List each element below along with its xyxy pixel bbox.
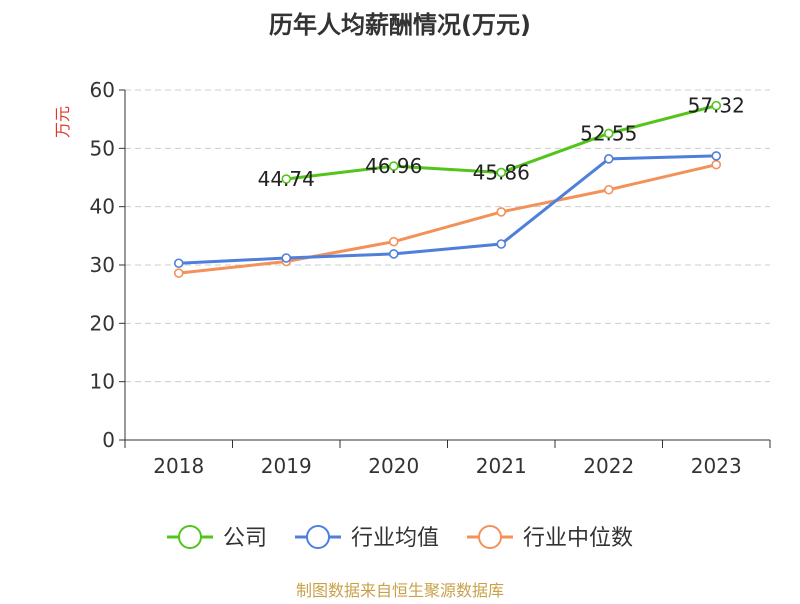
x-tick-label: 2019 [261,454,312,478]
data-point [496,167,507,178]
data-point [603,154,614,164]
data-point [496,207,507,217]
series-line-2 [177,163,718,275]
data-point [496,239,507,249]
series-line-1 [177,154,718,265]
x-tick-label: 2021 [476,454,527,478]
y-tick-label: 20 [90,311,115,335]
data-point [711,151,722,161]
x-tick-label: 2018 [153,454,204,478]
axis-layer: 0 10 20 30 40 50 60 2018 2019 2020 2021 2022 2023 [90,78,771,478]
data-label: 44.74 [258,167,315,191]
chart-title: 历年人均薪酬情况(万元) [269,11,531,39]
data-point [173,268,184,278]
data-point [388,161,399,171]
y-tick-label: 40 [90,195,115,219]
series-layer [173,100,722,278]
y-axis-label: 万元 [53,106,72,138]
y-tick-label: 60 [90,78,115,102]
data-label: 52.55 [580,121,637,145]
data-point [603,128,614,139]
data-point [711,100,722,111]
legend-item-2: 行业中位数 [467,525,633,551]
data-point [173,258,184,269]
x-tick-label: 2020 [368,454,419,478]
y-tick-label: 0 [102,428,115,452]
legend-marker [478,525,502,549]
legend-marker [306,525,330,549]
data-point [281,174,292,184]
data-point [388,249,399,259]
legend-label: 行业中位数 [523,526,633,551]
legend-label: 公司 [223,526,267,551]
y-tick-label: 50 [90,136,115,160]
legend-label: 行业均值 [351,526,439,551]
legend-marker [178,525,202,549]
x-tick-label: 2023 [691,454,742,478]
legend-item-1: 行业均值 [295,525,439,551]
data-point [281,253,292,263]
y-tick-label: 10 [90,370,115,394]
data-label: 45.86 [473,160,530,184]
data-point [603,184,614,195]
x-tick-label: 2022 [583,454,634,478]
grid-layer [125,89,770,383]
data-label: 46.96 [365,154,422,178]
legend: 公司 行业均值 行业中位数 [167,525,633,551]
legend-item-0: 公司 [167,525,267,551]
source-note: 制图数据来自恒生聚源数据库 [296,581,504,600]
data-point [388,236,399,247]
data-point [711,159,722,170]
y-tick-label: 30 [90,253,115,277]
data-label-layer: 44.74 46.96 45.86 52.55 57.32 [258,94,745,191]
data-label: 57.32 [688,94,745,118]
